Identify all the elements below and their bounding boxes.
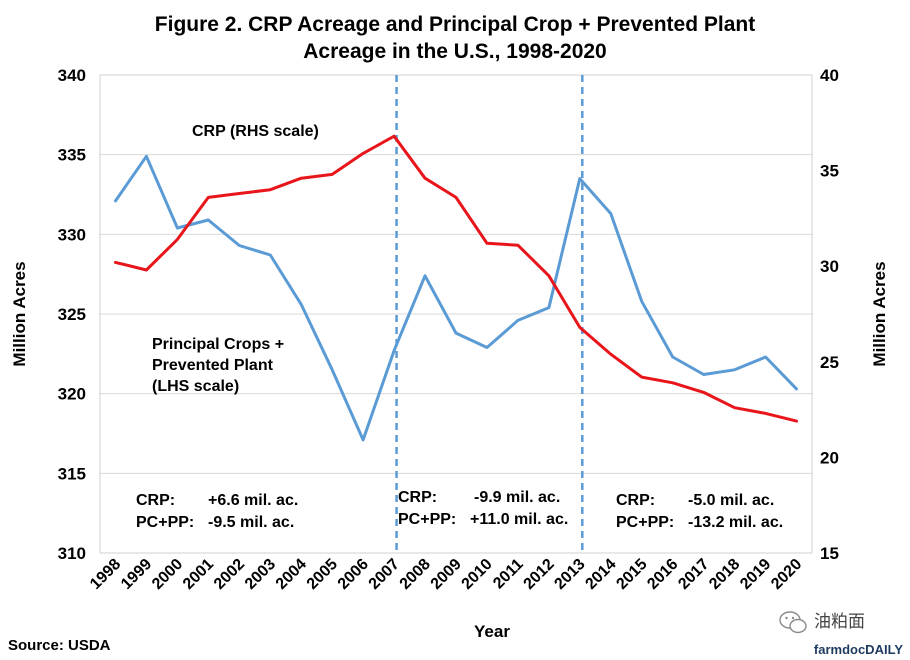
right-tick-15: 15 bbox=[820, 544, 839, 563]
x-tick-1998: 1998 bbox=[87, 556, 124, 593]
right-tick-25: 25 bbox=[820, 353, 839, 372]
period-3-pcpp-value: -13.2 mil. ac. bbox=[688, 514, 783, 531]
series-label-pcpp-line-3: (LHS scale) bbox=[152, 378, 239, 395]
right-axis-title: Million Acres bbox=[870, 261, 889, 366]
series-label-pcpp-line-1: Principal Crops + bbox=[152, 336, 284, 353]
right-axis-ticks: 15 20 25 30 35 40 bbox=[820, 66, 839, 563]
period-3-crp-value: -5.0 mil. ac. bbox=[688, 492, 774, 509]
series-label-pcpp: Principal Crops + Prevented Plant (LHS s… bbox=[152, 336, 284, 395]
x-tick-2010: 2010 bbox=[459, 556, 496, 593]
left-axis-title: Million Acres bbox=[10, 261, 29, 366]
x-tick-2006: 2006 bbox=[335, 556, 372, 593]
series-label-crp-text: CRP (RHS scale) bbox=[192, 123, 319, 140]
left-tick-330: 330 bbox=[58, 225, 86, 244]
x-tick-2001: 2001 bbox=[180, 556, 217, 593]
period-1-crp-value: +6.6 mil. ac. bbox=[208, 492, 298, 509]
period-3-pcpp-label: PC+PP: bbox=[616, 514, 674, 531]
x-tick-2011: 2011 bbox=[490, 556, 527, 593]
period-2-pcpp-value: +11.0 mil. ac. bbox=[470, 511, 568, 528]
period-1-pcpp-value: -9.5 mil. ac. bbox=[208, 514, 294, 531]
watermark-text: 油粕面 bbox=[814, 612, 865, 631]
right-tick-40: 40 bbox=[820, 66, 839, 85]
period-2-crp-value: -9.9 mil. ac. bbox=[474, 489, 560, 506]
x-tick-2009: 2009 bbox=[428, 556, 465, 593]
left-tick-325: 325 bbox=[58, 305, 86, 324]
watermark: 油粕面 farmdocDAILY bbox=[779, 611, 903, 657]
gridlines bbox=[100, 154, 812, 474]
x-tick-2014: 2014 bbox=[582, 556, 619, 593]
chart-title-line-1: Figure 2. CRP Acreage and Principal Crop… bbox=[155, 13, 755, 36]
x-tick-2015: 2015 bbox=[613, 556, 650, 593]
period-1-pcpp-label: PC+PP: bbox=[136, 514, 194, 531]
series-line-pcpp bbox=[114, 154, 798, 442]
chart-title: Figure 2. CRP Acreage and Principal Crop… bbox=[155, 13, 755, 63]
left-tick-335: 335 bbox=[58, 146, 86, 165]
left-tick-320: 320 bbox=[58, 385, 86, 404]
x-tick-2017: 2017 bbox=[675, 556, 712, 593]
watermark-brand: farmdocDAILY bbox=[814, 642, 903, 657]
period-2-crp-label: CRP: bbox=[398, 489, 437, 506]
x-tick-2018: 2018 bbox=[706, 556, 743, 593]
right-tick-30: 30 bbox=[820, 257, 839, 276]
series-label-pcpp-line-2: Prevented Plant bbox=[152, 357, 274, 374]
chart-title-line-2: Acreage in the U.S., 1998-2020 bbox=[303, 40, 607, 63]
x-tick-2000: 2000 bbox=[149, 556, 186, 593]
period-2-pcpp-label: PC+PP: bbox=[398, 511, 456, 528]
x-tick-2002: 2002 bbox=[211, 556, 248, 593]
x-tick-2016: 2016 bbox=[644, 556, 681, 593]
period-3-crp-label: CRP: bbox=[616, 492, 655, 509]
x-tick-2019: 2019 bbox=[737, 556, 774, 593]
period-annotation-3: CRP: -5.0 mil. ac. PC+PP: -13.2 mil. ac. bbox=[616, 492, 783, 531]
x-tick-2007: 2007 bbox=[366, 556, 403, 593]
x-tick-2003: 2003 bbox=[242, 556, 279, 593]
plot-area-border bbox=[99, 74, 813, 554]
x-tick-2005: 2005 bbox=[304, 556, 341, 593]
x-axis-title: Year bbox=[474, 622, 510, 641]
x-tick-2004: 2004 bbox=[273, 556, 310, 593]
series-label-crp: CRP (RHS scale) bbox=[192, 123, 319, 140]
x-tick-1999: 1999 bbox=[118, 556, 155, 593]
x-tick-2020: 2020 bbox=[768, 556, 805, 593]
x-tick-2013: 2013 bbox=[551, 556, 588, 593]
right-tick-20: 20 bbox=[820, 448, 839, 467]
x-tick-2008: 2008 bbox=[397, 556, 434, 593]
series-line-crp bbox=[114, 134, 798, 423]
left-tick-315: 315 bbox=[58, 464, 86, 483]
source-note: Source: USDA bbox=[8, 637, 111, 654]
wechat-icon bbox=[779, 611, 807, 634]
left-tick-310: 310 bbox=[58, 544, 86, 563]
data-series bbox=[114, 134, 798, 442]
x-axis-ticks: 1998199920002001200220032004200520062007… bbox=[87, 556, 805, 593]
left-tick-340: 340 bbox=[58, 66, 86, 85]
right-tick-35: 35 bbox=[820, 162, 839, 181]
period-break-lines bbox=[395, 75, 584, 553]
period-1-crp-label: CRP: bbox=[136, 492, 175, 509]
x-tick-2012: 2012 bbox=[521, 556, 558, 593]
left-axis-ticks: 310 315 320 325 330 335 340 bbox=[58, 66, 86, 563]
period-annotation-1: CRP: +6.6 mil. ac. PC+PP: -9.5 mil. ac. bbox=[136, 492, 298, 531]
period-annotation-2: CRP: -9.9 mil. ac. PC+PP: +11.0 mil. ac. bbox=[398, 489, 568, 528]
